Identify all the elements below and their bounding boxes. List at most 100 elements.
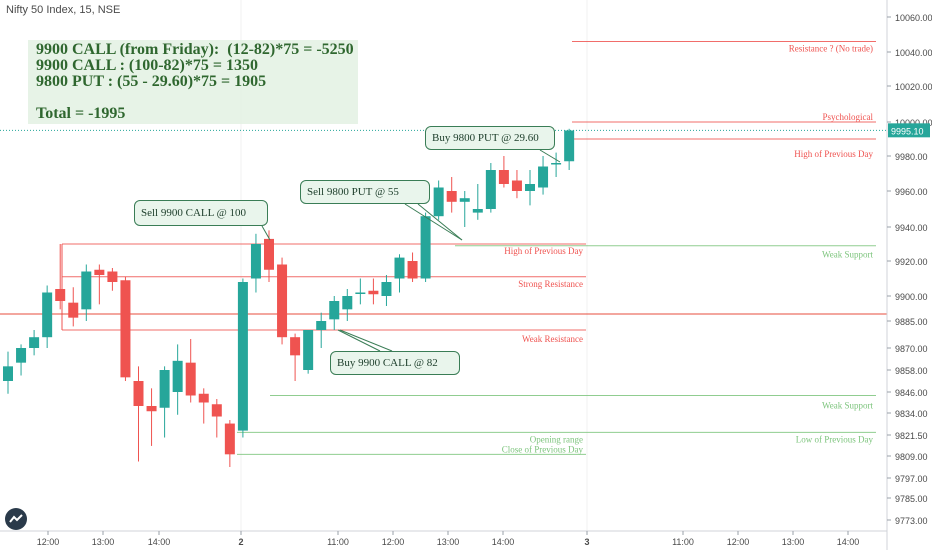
- y-tick-label: 10060.00: [895, 13, 932, 23]
- callout-sell-9900-call[interactable]: Sell 9900 CALL @ 100: [134, 200, 268, 226]
- candle[interactable]: [316, 312, 327, 348]
- callout-sell-9800-put[interactable]: Sell 9800 PUT @ 55: [300, 180, 430, 204]
- pnl-notes: 9900 CALL (from Friday): (12-82)*75 = -5…: [28, 40, 358, 124]
- candle[interactable]: [198, 388, 209, 424]
- candle[interactable]: [329, 296, 340, 330]
- candle[interactable]: [3, 351, 13, 394]
- candle[interactable]: [381, 275, 392, 306]
- candle[interactable]: [446, 177, 457, 213]
- candle[interactable]: [420, 212, 431, 282]
- candle[interactable]: [185, 339, 196, 403]
- candle[interactable]: [551, 152, 562, 177]
- candle[interactable]: [81, 264, 92, 322]
- x-tick-label: 12:00: [382, 537, 405, 547]
- candle[interactable]: [459, 191, 470, 227]
- callout-buy-9900-call[interactable]: Buy 9900 CALL @ 82: [330, 351, 460, 375]
- candle[interactable]: [55, 244, 66, 310]
- candle-body: [55, 289, 66, 301]
- level-label: High of Previous Day: [794, 149, 873, 159]
- candle[interactable]: [146, 388, 157, 446]
- candle[interactable]: [224, 420, 235, 467]
- candle-body: [211, 404, 222, 417]
- last-price-label: 9995.10: [891, 126, 924, 136]
- candle[interactable]: [303, 330, 314, 374]
- candle[interactable]: [42, 285, 53, 349]
- y-axis: 10060.00 10040.00 10020.00 10000.00 9980.00 9…: [886, 0, 932, 550]
- candle-body: [564, 130, 575, 162]
- candle[interactable]: [342, 289, 353, 321]
- candles: [3, 128, 575, 467]
- candle[interactable]: [433, 180, 444, 220]
- candle-body: [81, 271, 92, 310]
- candle[interactable]: [159, 366, 170, 438]
- y-tick-label: 9834.00: [895, 409, 928, 419]
- candle[interactable]: [485, 163, 496, 213]
- y-tick-label: 9785.00: [895, 494, 928, 504]
- level-label: High of Previous Day: [504, 246, 583, 256]
- candle-body: [511, 180, 522, 191]
- candle[interactable]: [511, 170, 522, 199]
- x-tick-label: 3: [584, 537, 589, 547]
- candle[interactable]: [394, 254, 405, 293]
- candle-body: [459, 198, 470, 202]
- candle-body: [472, 209, 483, 213]
- candle[interactable]: [120, 276, 131, 381]
- candle[interactable]: [94, 264, 105, 305]
- x-tick-label: 11:00: [327, 537, 349, 547]
- candle-body: [29, 337, 40, 348]
- x-tick-label: 12:00: [37, 537, 60, 547]
- candle[interactable]: [538, 156, 549, 195]
- candle-body: [185, 362, 196, 396]
- candle[interactable]: [237, 278, 248, 438]
- y-tick-label: 9846.00: [895, 388, 928, 398]
- candle-body: [224, 423, 235, 455]
- note-line-1: 9900 CALL (from Friday): (12-82)*75 = -5…: [36, 41, 354, 58]
- candle[interactable]: [564, 128, 575, 170]
- candle[interactable]: [368, 278, 379, 305]
- note-line-3: 9800 PUT : (55 - 29.60)*75 = 1905: [36, 73, 267, 90]
- candle-body: [303, 330, 314, 370]
- y-tick-label: 9960.00: [895, 187, 928, 197]
- y-tick-label: 9885.00: [895, 317, 928, 327]
- candle[interactable]: [290, 333, 301, 381]
- candle[interactable]: [211, 399, 222, 438]
- candle[interactable]: [407, 252, 418, 283]
- y-tick-label: 9773.00: [895, 516, 928, 526]
- candle-body: [394, 257, 405, 279]
- callout-connectors: [261, 149, 561, 352]
- candle-body: [407, 261, 418, 279]
- candle[interactable]: [16, 344, 27, 376]
- x-tick-label: 13:00: [92, 537, 115, 547]
- x-tick-label: 13:00: [782, 537, 805, 547]
- tradingview-logo[interactable]: [5, 508, 27, 530]
- y-tick-label: 9940.00: [895, 223, 928, 233]
- callout-buy-9800-put[interactable]: Buy 9800 PUT @ 29.60: [425, 126, 555, 150]
- candle-body: [420, 216, 431, 279]
- y-tick-label: 10040.00: [895, 48, 932, 58]
- y-tick-label: 9809.00: [895, 452, 928, 462]
- candle[interactable]: [172, 344, 183, 415]
- candle[interactable]: [525, 170, 535, 206]
- candle-body: [316, 321, 327, 330]
- candle[interactable]: [107, 268, 118, 291]
- candle[interactable]: [355, 278, 366, 305]
- candle-body: [3, 366, 13, 381]
- candle[interactable]: [277, 257, 288, 345]
- candle[interactable]: [250, 233, 261, 293]
- candle[interactable]: [68, 287, 79, 327]
- x-tick-label: 13:00: [437, 537, 460, 547]
- y-tick-label: 9797.00: [895, 474, 928, 484]
- candle-body: [538, 166, 549, 188]
- candle-body: [250, 244, 261, 279]
- level-label: Weak Support: [822, 250, 874, 260]
- y-tick-label: 9821.50: [895, 431, 928, 441]
- candle[interactable]: [29, 330, 40, 356]
- candle-body: [329, 301, 340, 320]
- level-label: Strong Resistance: [518, 279, 583, 289]
- candle[interactable]: [133, 366, 144, 462]
- candle[interactable]: [498, 156, 509, 188]
- candle[interactable]: [472, 184, 483, 220]
- candle-body: [198, 393, 209, 403]
- level-label: Resistance ? (No trade): [789, 44, 873, 54]
